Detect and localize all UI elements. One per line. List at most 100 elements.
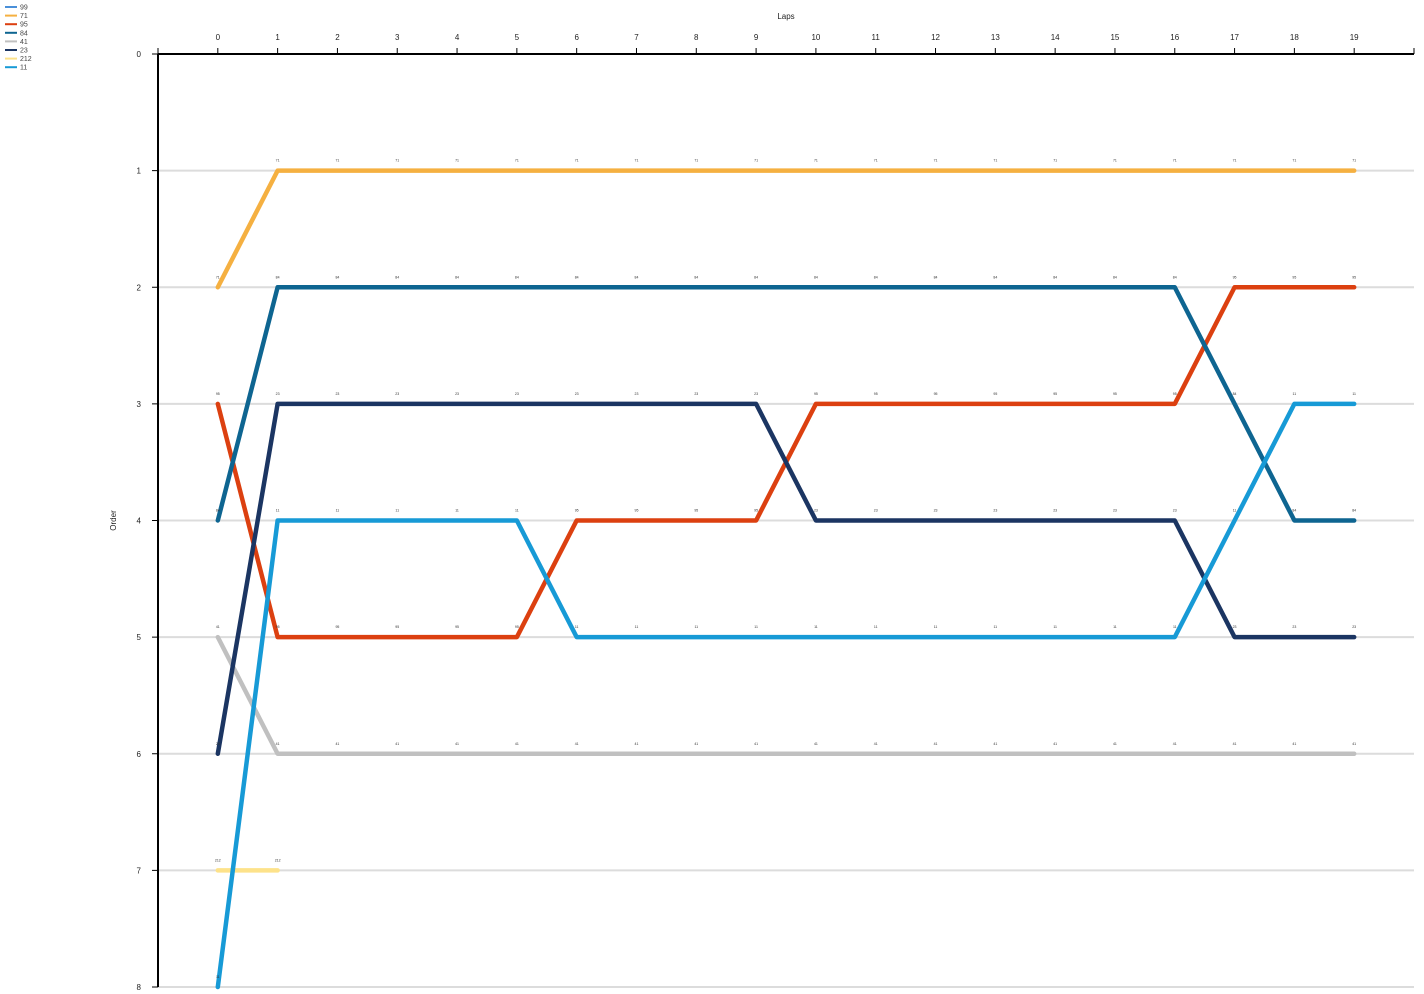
point-label-71-9: 71 xyxy=(754,159,758,163)
x-ticks: 0 1 2 3 4 5 6 7 8 9 10 11 12 13 14 15 16 17 18 19 xyxy=(157,33,1415,54)
point-label-71-8: 71 xyxy=(694,159,698,163)
legend-label-212: 212 xyxy=(20,56,32,63)
point-label-11-12: 11 xyxy=(934,625,938,629)
point-label-71-2: 71 xyxy=(335,159,339,163)
point-label-23-6: 23 xyxy=(575,392,579,396)
point-label-84-7: 84 xyxy=(635,275,639,279)
point-label-23-2: 23 xyxy=(335,392,339,396)
point-label-11-16: 11 xyxy=(1173,625,1177,629)
point-label-95-8: 95 xyxy=(694,509,698,513)
point-label-71-11: 71 xyxy=(874,159,878,163)
point-label-11-0: 11 xyxy=(216,975,220,979)
point-label-95-7: 95 xyxy=(635,509,639,513)
x-tick-label-3: 3 xyxy=(395,33,400,42)
point-label-41-7: 41 xyxy=(635,742,639,746)
point-label-71-3: 71 xyxy=(395,159,399,163)
point-label-84-9: 84 xyxy=(754,275,758,279)
x-tick-label-18: 18 xyxy=(1290,33,1299,42)
point-label-23-16: 23 xyxy=(1173,509,1177,513)
point-label-41-1: 41 xyxy=(276,742,280,746)
point-label-41-16: 41 xyxy=(1173,742,1177,746)
series-lines xyxy=(215,168,1357,990)
x-tick-label-8: 8 xyxy=(694,33,699,42)
point-label-95-14: 95 xyxy=(1053,392,1057,396)
point-label-11-18: 11 xyxy=(1293,392,1297,396)
point-label-84-14: 84 xyxy=(1053,275,1057,279)
legend-label-23: 23 xyxy=(20,48,28,55)
point-label-41-13: 41 xyxy=(993,742,997,746)
series-line-11 xyxy=(215,401,1357,990)
x-tick-label-19: 19 xyxy=(1350,33,1359,42)
point-label-23-15: 23 xyxy=(1113,509,1117,513)
y-tick-label-2: 2 xyxy=(137,283,142,292)
legend-label-84: 84 xyxy=(20,30,28,37)
point-label-84-4: 84 xyxy=(455,275,459,279)
point-label-11-5: 11 xyxy=(515,509,519,513)
point-label-11-2: 11 xyxy=(336,509,340,513)
point-label-41-19: 41 xyxy=(1352,742,1356,746)
point-label-41-2: 41 xyxy=(335,742,339,746)
series-line-41 xyxy=(215,634,1357,756)
point-label-41-0: 41 xyxy=(216,625,220,629)
y-tick-label-5: 5 xyxy=(137,633,142,642)
x-tick-label-7: 7 xyxy=(634,33,639,42)
y-tick-label-0: 0 xyxy=(137,50,142,59)
legend-label-11: 11 xyxy=(20,65,27,72)
point-label-95-11: 95 xyxy=(874,392,878,396)
point-label-84-0: 84 xyxy=(216,509,220,513)
x-tick-label-13: 13 xyxy=(991,33,1000,42)
point-label-41-5: 41 xyxy=(515,742,519,746)
point-label-84-19: 84 xyxy=(1352,509,1356,513)
point-label-11-8: 11 xyxy=(694,625,698,629)
point-label-84-12: 84 xyxy=(934,275,938,279)
point-label-95-6: 95 xyxy=(575,509,579,513)
point-label-84-3: 84 xyxy=(395,275,399,279)
x-tick-label-17: 17 xyxy=(1230,33,1239,42)
point-label-11-1: 11 xyxy=(276,509,280,513)
point-label-95-15: 95 xyxy=(1113,392,1117,396)
legend-label-95: 95 xyxy=(20,22,28,29)
point-label-84-10: 84 xyxy=(814,275,818,279)
point-label-23-5: 23 xyxy=(515,392,519,396)
point-label-71-10: 71 xyxy=(814,159,818,163)
point-label-71-0: 71 xyxy=(216,275,220,279)
point-label-71-7: 71 xyxy=(635,159,639,163)
point-label-71-5: 71 xyxy=(515,159,519,163)
point-label-23-9: 23 xyxy=(754,392,758,396)
point-label-41-14: 41 xyxy=(1053,742,1057,746)
grid xyxy=(158,169,1414,988)
x-tick-label-4: 4 xyxy=(455,33,460,42)
y-tick-label-4: 4 xyxy=(137,517,142,526)
point-label-84-8: 84 xyxy=(694,275,698,279)
point-label-84-1: 84 xyxy=(276,275,280,279)
point-label-71-19: 71 xyxy=(1352,159,1356,163)
series-line-84 xyxy=(215,285,1357,523)
point-label-84-6: 84 xyxy=(575,275,579,279)
y-axis-title: Order xyxy=(109,510,118,531)
point-label-84-11: 84 xyxy=(874,275,878,279)
point-label-23-11: 23 xyxy=(874,509,878,513)
point-label-23-4: 23 xyxy=(455,392,459,396)
point-label-23-17: 23 xyxy=(1233,625,1237,629)
point-label-41-17: 41 xyxy=(1233,742,1237,746)
point-label-212-0: 212 xyxy=(215,858,221,862)
point-label-41-8: 41 xyxy=(694,742,698,746)
y-tick-label-3: 3 xyxy=(137,400,142,409)
point-label-84-13: 84 xyxy=(993,275,997,279)
point-label-23-12: 23 xyxy=(934,509,938,513)
y-ticks: 0 1 2 3 4 5 6 7 8 xyxy=(137,50,158,992)
point-label-11-13: 11 xyxy=(994,625,998,629)
x-axis-title: Laps xyxy=(777,12,794,21)
point-label-41-9: 41 xyxy=(754,742,758,746)
point-label-95-17: 95 xyxy=(1233,275,1237,279)
point-label-23-14: 23 xyxy=(1053,509,1057,513)
axes: Laps Order xyxy=(109,12,1414,987)
point-label-95-2: 95 xyxy=(335,625,339,629)
point-label-11-3: 11 xyxy=(395,509,399,513)
point-label-11-17: 11 xyxy=(1233,509,1237,513)
point-label-11-11: 11 xyxy=(874,625,878,629)
y-tick-label-8: 8 xyxy=(137,983,142,992)
point-label-11-10: 11 xyxy=(814,625,818,629)
